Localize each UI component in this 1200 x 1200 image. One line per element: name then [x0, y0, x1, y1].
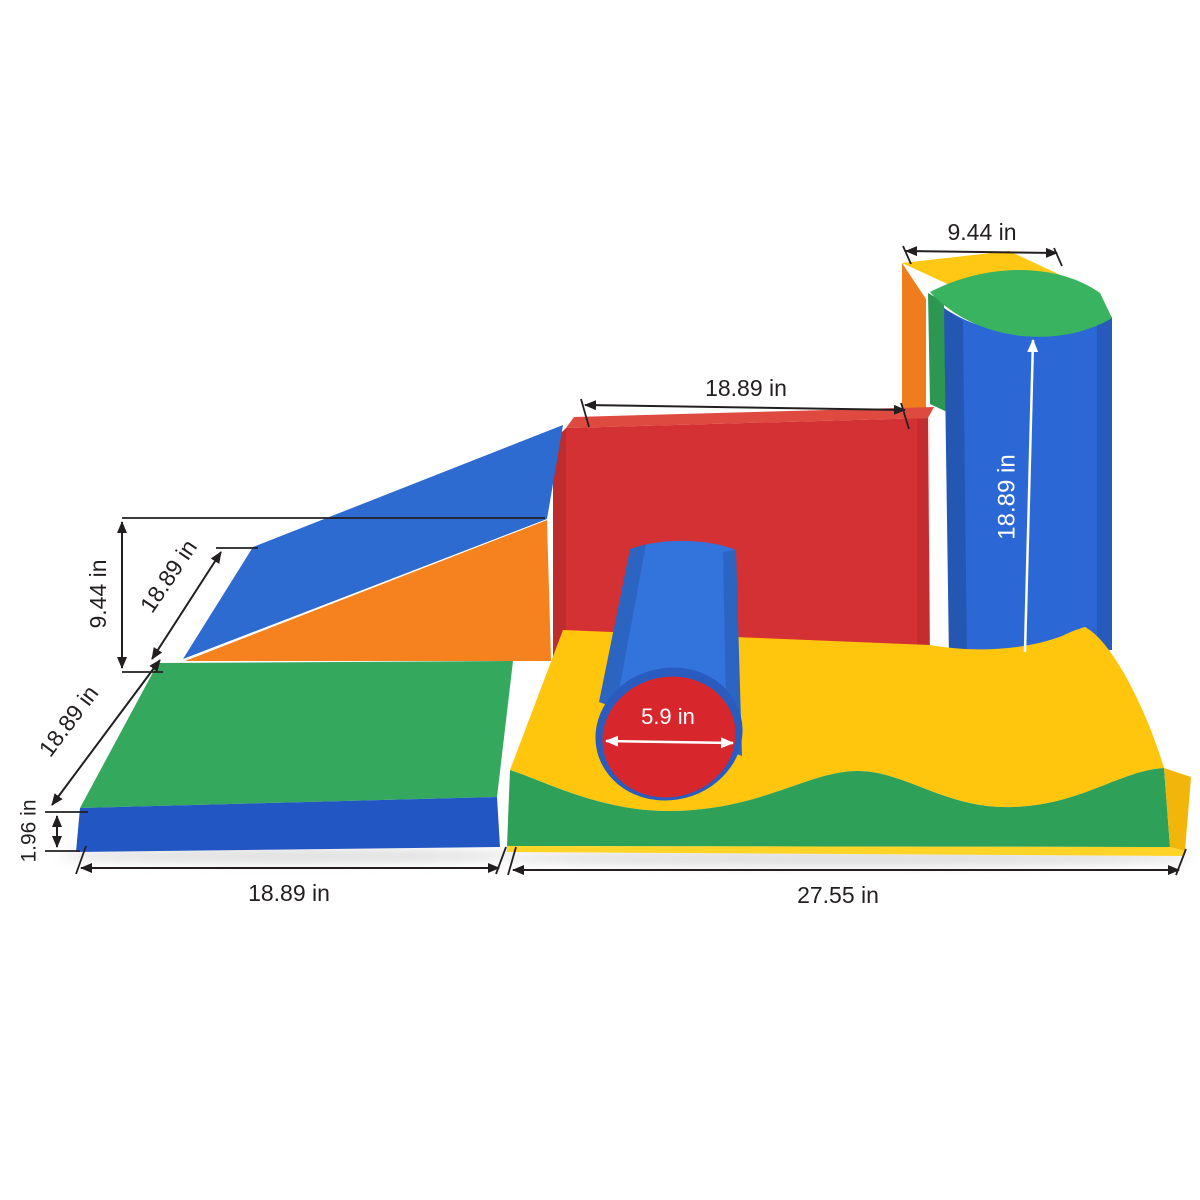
dim-label-block-top-width: 9.44 in — [947, 219, 1016, 245]
ext-tick — [495, 846, 507, 875]
dim-line-column-height — [1023, 339, 1039, 653]
dim-line-cube-width — [584, 400, 906, 415]
dim-label-column-height: 18.89 in — [993, 454, 1020, 539]
dim-line-wedge-slope — [151, 551, 222, 660]
dim-label-wedge-slope: 18.89 in — [135, 535, 202, 617]
wave-mat-front — [507, 768, 1170, 847]
ext-tick — [1053, 247, 1063, 267]
ext-tick — [75, 845, 87, 875]
dim-label-cube-width: 18.89 in — [705, 375, 787, 401]
wave-mat-bottom-edge — [507, 846, 1185, 856]
dim-label-wedge-height: 9.44 in — [85, 559, 111, 628]
dim-label-mat-thickness: 1.96 in — [18, 799, 41, 862]
cube-front — [553, 418, 930, 668]
ext-tick — [902, 245, 912, 265]
flat-mat-top — [80, 661, 513, 808]
dim-line-mat-depth — [51, 659, 161, 806]
dim-line-cylinder-diameter — [605, 735, 734, 749]
flat-mat-front — [76, 797, 500, 852]
shadow-flat-mat — [60, 848, 516, 864]
column-body — [944, 308, 1112, 659]
dim-label-cylinder-diameter: 5.9 in — [641, 704, 695, 729]
ext-tick — [507, 846, 517, 876]
wave-mat-side — [1164, 768, 1191, 851]
column-green-side — [928, 293, 947, 412]
dim-label-mat-width: 18.89 in — [248, 880, 330, 906]
column-top — [930, 269, 1112, 337]
dim-label-wave-mat-width: 27.55 in — [797, 882, 879, 908]
wedge-ramp-side — [185, 520, 551, 661]
wedge-ramp-top — [183, 425, 563, 659]
dim-line-block-top-width — [905, 246, 1058, 258]
